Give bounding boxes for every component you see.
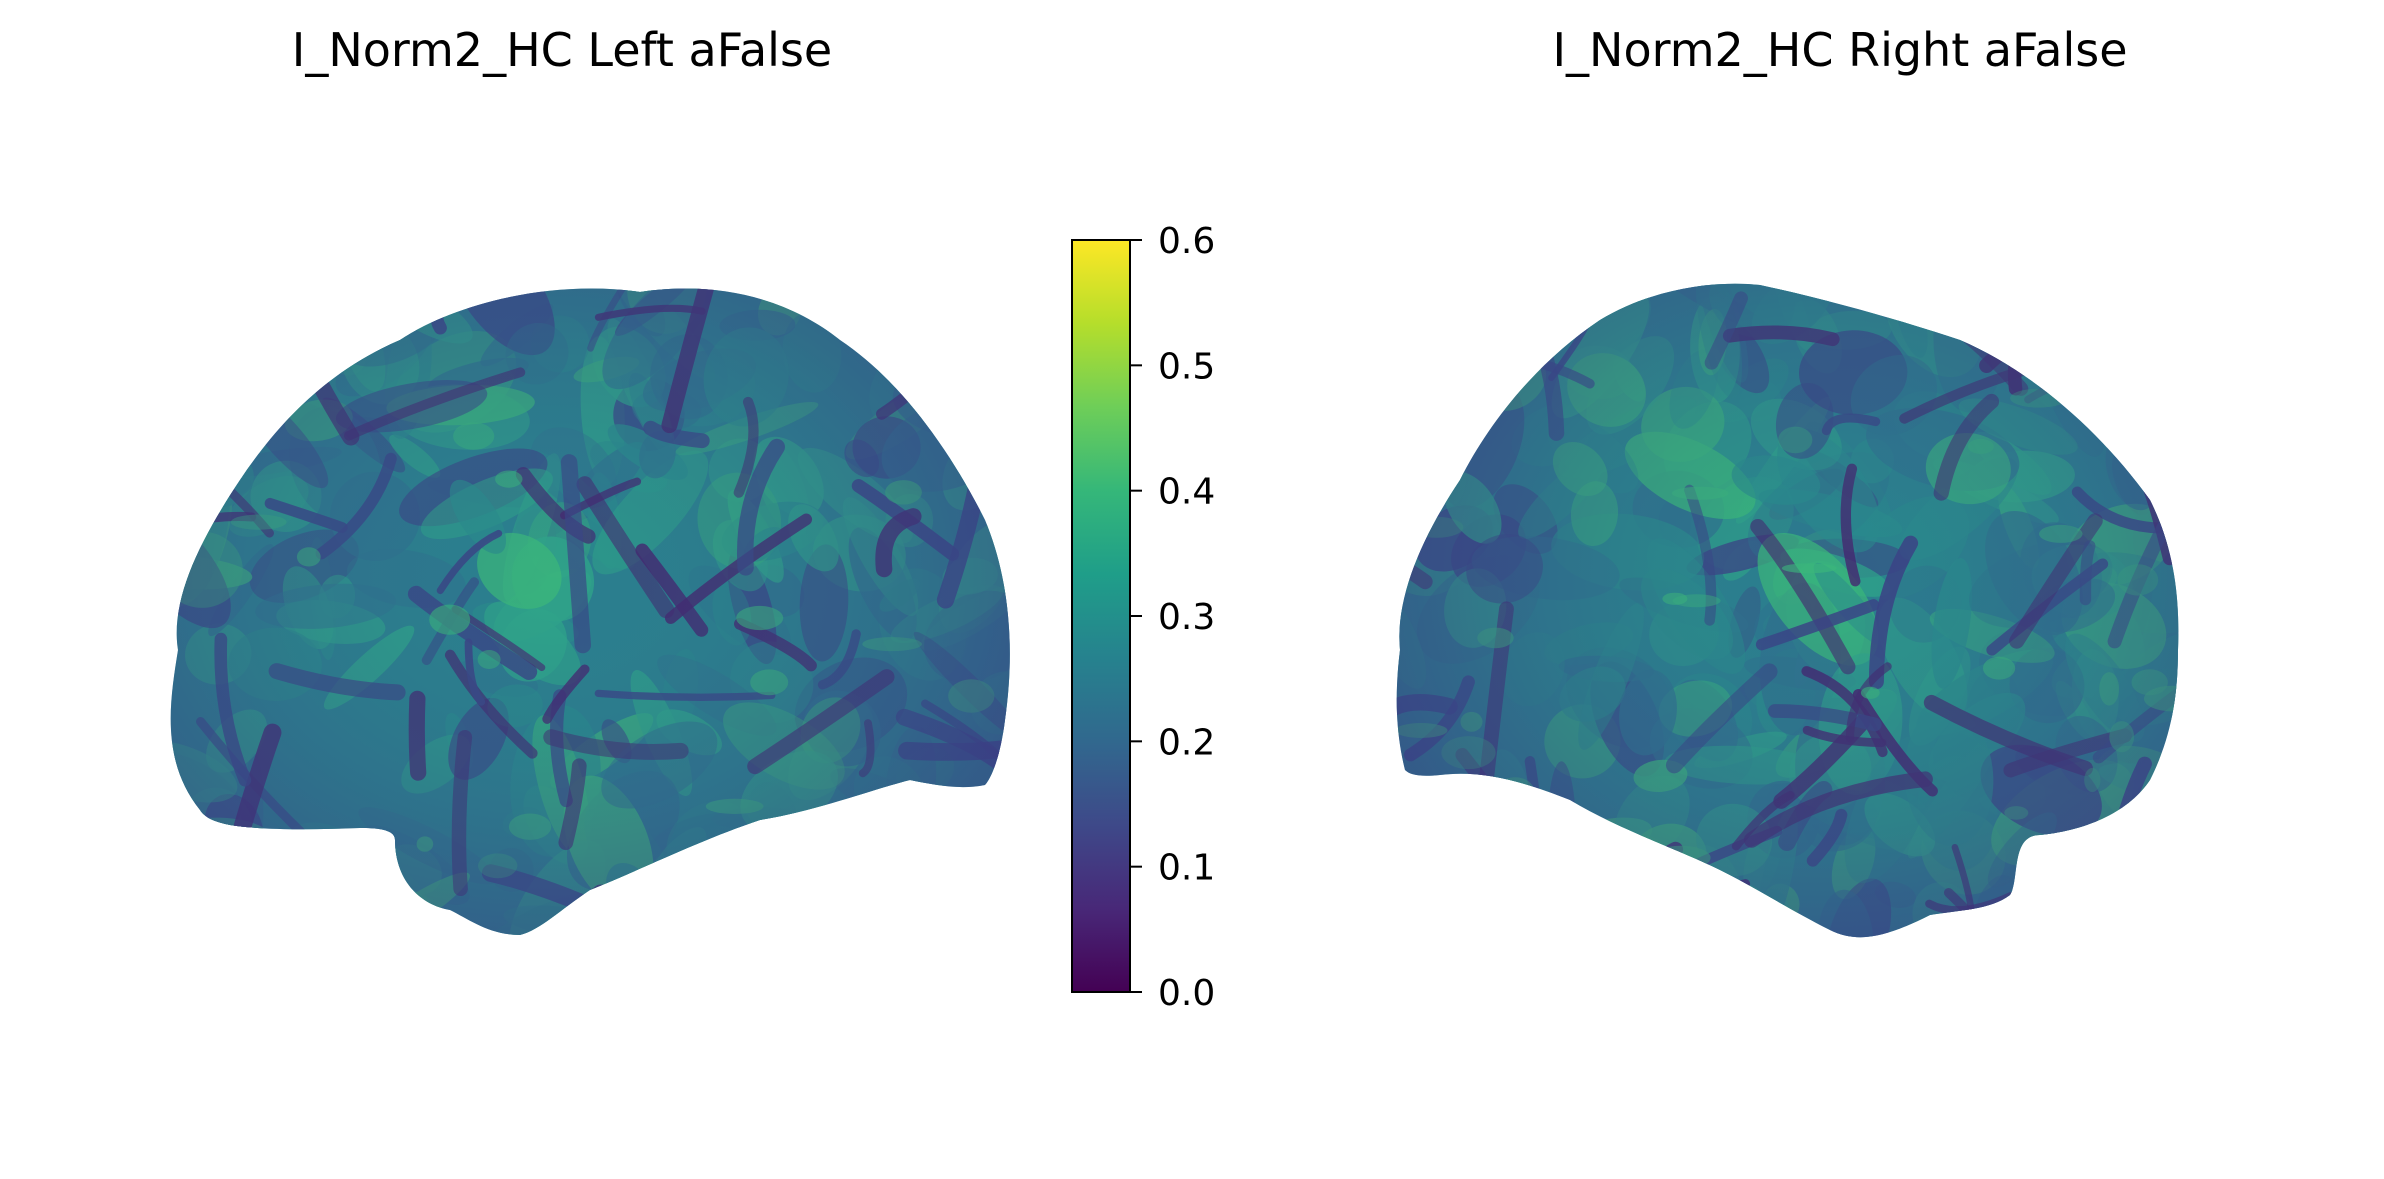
- colorbar-tick-label: 0.5: [1158, 346, 1215, 387]
- colorbar-tick-label: 0.1: [1158, 848, 1215, 889]
- right-hemisphere-surface: [1340, 232, 2255, 1017]
- colorbar-tick-label: 0.2: [1158, 722, 1215, 763]
- colorbar-gradient: [1072, 240, 1130, 992]
- colorbar-tick-label: 0.0: [1158, 973, 1215, 1014]
- left-hemisphere-surface: [93, 211, 1066, 1016]
- colorbar-tick-label: 0.3: [1158, 597, 1215, 638]
- colorbar-ticks: 0.0 0.1 0.2 0.3 0.4 0.5 0.6: [1130, 221, 1215, 1014]
- colorbar-tick-label: 0.6: [1158, 221, 1215, 262]
- colorbar-tick-label: 0.4: [1158, 472, 1215, 513]
- colorbar: 0.0 0.1 0.2 0.3 0.4 0.5 0.6: [1072, 221, 1215, 1014]
